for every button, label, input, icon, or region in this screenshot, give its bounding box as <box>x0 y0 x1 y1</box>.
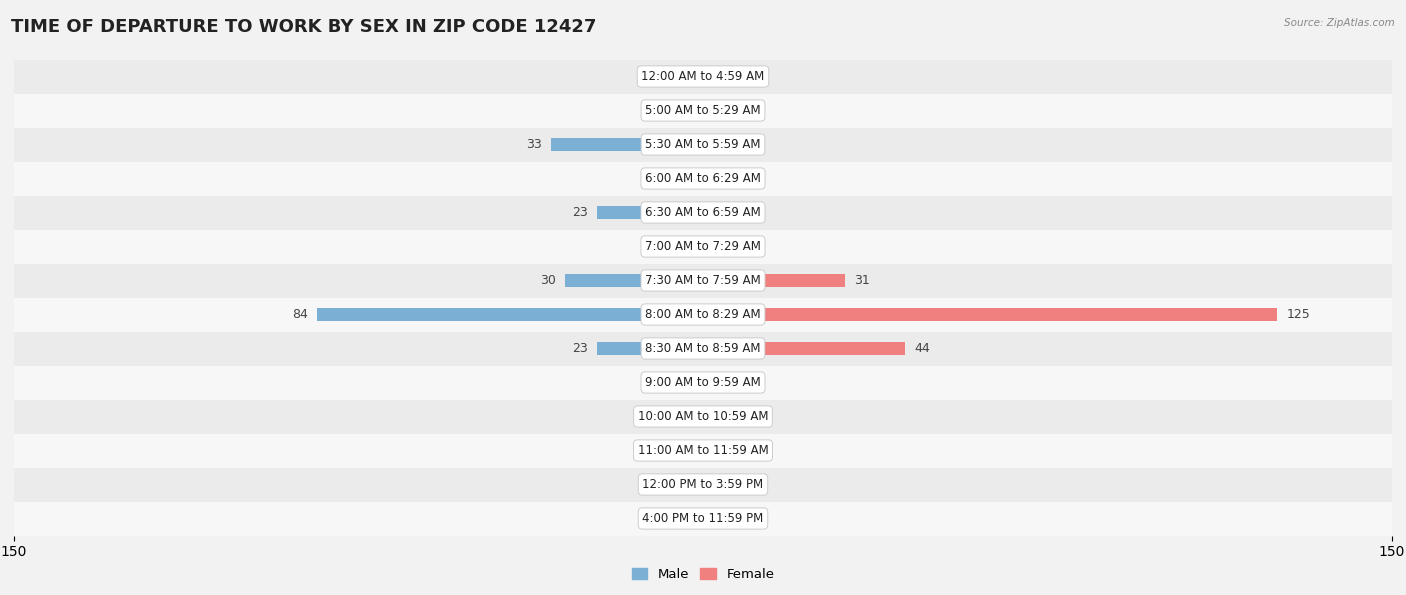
Text: 12:00 PM to 3:59 PM: 12:00 PM to 3:59 PM <box>643 478 763 491</box>
Bar <box>14 196 1392 230</box>
Text: 9:00 AM to 9:59 AM: 9:00 AM to 9:59 AM <box>645 376 761 389</box>
Bar <box>703 240 735 253</box>
Text: 23: 23 <box>572 206 588 219</box>
Text: 0: 0 <box>686 444 693 457</box>
Text: 4: 4 <box>668 376 675 389</box>
Text: 6:30 AM to 6:59 AM: 6:30 AM to 6:59 AM <box>645 206 761 219</box>
Bar <box>14 298 1392 331</box>
Text: 0: 0 <box>686 104 693 117</box>
Text: 84: 84 <box>292 308 308 321</box>
Text: 0: 0 <box>713 444 720 457</box>
Text: 0: 0 <box>686 70 693 83</box>
Bar <box>14 127 1392 161</box>
Bar <box>14 161 1392 196</box>
Bar <box>14 365 1392 399</box>
Bar <box>14 60 1392 93</box>
Bar <box>703 512 740 525</box>
Text: 125: 125 <box>1286 308 1310 321</box>
Bar <box>14 331 1392 365</box>
Text: 0: 0 <box>686 240 693 253</box>
Text: 7:30 AM to 7:59 AM: 7:30 AM to 7:59 AM <box>645 274 761 287</box>
Bar <box>703 308 1277 321</box>
Text: 0: 0 <box>713 206 720 219</box>
Text: 7: 7 <box>744 240 752 253</box>
Bar <box>14 434 1392 468</box>
Text: Source: ZipAtlas.com: Source: ZipAtlas.com <box>1284 18 1395 28</box>
Text: 4:00 PM to 11:59 PM: 4:00 PM to 11:59 PM <box>643 512 763 525</box>
Text: 0: 0 <box>713 478 720 491</box>
Text: 8:00 AM to 8:29 AM: 8:00 AM to 8:29 AM <box>645 308 761 321</box>
Bar <box>598 342 703 355</box>
Text: 33: 33 <box>526 138 543 151</box>
Text: 0: 0 <box>713 104 720 117</box>
Text: 8: 8 <box>749 172 756 185</box>
Text: 30: 30 <box>540 274 555 287</box>
Bar <box>14 399 1392 434</box>
Bar <box>703 342 905 355</box>
Text: 7:00 AM to 7:29 AM: 7:00 AM to 7:29 AM <box>645 240 761 253</box>
Text: 0: 0 <box>713 70 720 83</box>
Bar <box>551 138 703 151</box>
Text: 5:30 AM to 5:59 AM: 5:30 AM to 5:59 AM <box>645 138 761 151</box>
Text: 31: 31 <box>855 274 870 287</box>
Bar <box>703 172 740 185</box>
Text: TIME OF DEPARTURE TO WORK BY SEX IN ZIP CODE 12427: TIME OF DEPARTURE TO WORK BY SEX IN ZIP … <box>11 18 596 36</box>
Bar <box>703 274 845 287</box>
Bar <box>14 264 1392 298</box>
Text: 0: 0 <box>686 512 693 525</box>
Text: 5:00 AM to 5:29 AM: 5:00 AM to 5:29 AM <box>645 104 761 117</box>
Text: 23: 23 <box>572 342 588 355</box>
Text: 0: 0 <box>713 138 720 151</box>
Text: 11:00 AM to 11:59 AM: 11:00 AM to 11:59 AM <box>638 444 768 457</box>
Bar <box>14 502 1392 536</box>
Text: 0: 0 <box>686 172 693 185</box>
Bar <box>14 93 1392 127</box>
Text: 8:30 AM to 8:59 AM: 8:30 AM to 8:59 AM <box>645 342 761 355</box>
Bar <box>318 308 703 321</box>
Text: 6:00 AM to 6:29 AM: 6:00 AM to 6:29 AM <box>645 172 761 185</box>
Bar <box>565 274 703 287</box>
Text: 0: 0 <box>686 478 693 491</box>
Text: 0: 0 <box>713 376 720 389</box>
Bar <box>685 376 703 389</box>
Text: 0: 0 <box>686 410 693 423</box>
Text: 0: 0 <box>713 410 720 423</box>
Text: 8: 8 <box>749 512 756 525</box>
Text: 12:00 AM to 4:59 AM: 12:00 AM to 4:59 AM <box>641 70 765 83</box>
Text: 44: 44 <box>914 342 929 355</box>
Bar <box>14 468 1392 502</box>
Bar <box>598 206 703 219</box>
Legend: Male, Female: Male, Female <box>626 562 780 586</box>
Bar <box>14 230 1392 264</box>
Text: 10:00 AM to 10:59 AM: 10:00 AM to 10:59 AM <box>638 410 768 423</box>
